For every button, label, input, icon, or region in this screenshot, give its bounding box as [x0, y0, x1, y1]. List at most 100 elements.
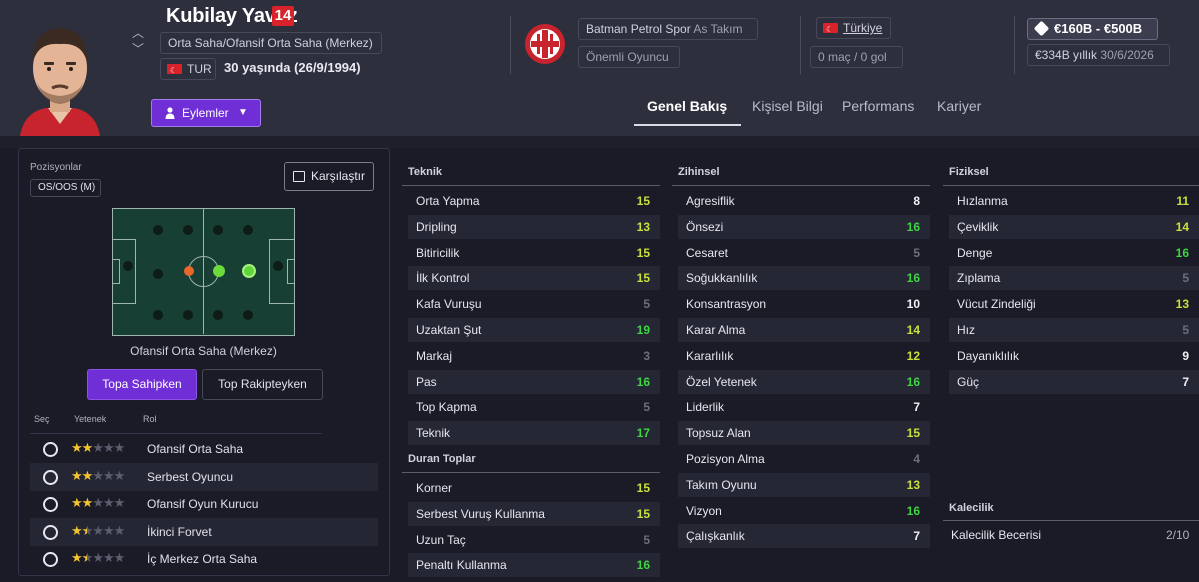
attribute-row[interactable]: Güç 7: [949, 369, 1199, 394]
club-logo[interactable]: [523, 22, 567, 66]
attribute-row[interactable]: Vizyon 16: [678, 499, 930, 523]
turkey-flag-icon: [167, 61, 182, 81]
star-icon: ★: [81, 467, 94, 483]
contract-end: 30/6/2026: [1100, 48, 1154, 62]
attribute-row[interactable]: İlk Kontrol 15: [408, 266, 660, 291]
attribute-row[interactable]: Kafa Vuruşu 5: [408, 292, 660, 316]
club-name[interactable]: Batman Petrol Spor: [586, 22, 691, 36]
transfer-value-range: €160B - €500B: [1054, 21, 1143, 36]
attribute-row[interactable]: Teknik 17: [408, 421, 660, 446]
actions-button[interactable]: Eylemler ▼: [151, 99, 261, 127]
attribute-value: 8: [913, 194, 920, 208]
role-radio[interactable]: [43, 469, 58, 485]
position-pitch: [112, 208, 295, 336]
transfer-value[interactable]: €160B - €500B: [1027, 18, 1158, 40]
attribute-row[interactable]: Vücut Zindeliği 13: [949, 292, 1199, 316]
attribute-row[interactable]: Orta Yapma 15: [408, 189, 660, 213]
role-radio[interactable]: [43, 524, 58, 540]
turkey-flag-icon: [823, 20, 838, 40]
chevron-down-icon[interactable]: ﹀: [132, 42, 145, 56]
attribute-name: Zıplama: [957, 271, 1001, 286]
attribute-name: Güç: [957, 374, 980, 389]
compare-icon: [293, 171, 305, 182]
attribute-row[interactable]: Konsantrasyon 10: [678, 292, 930, 316]
player-header: ︿ ﹀ Kubilay Yavuz 14 Orta Saha/Ofansif O…: [0, 0, 1199, 136]
attribute-row[interactable]: Top Kapma 5: [408, 395, 660, 419]
role-row[interactable]: ★★★★★ İkinci Forvet: [30, 517, 378, 546]
role-radio[interactable]: [43, 552, 58, 568]
attribute-value: 4: [913, 452, 920, 466]
attribute-row[interactable]: Pozisyon Alma 4: [678, 447, 930, 471]
attribute-value: 5: [1182, 323, 1189, 337]
chevron-up-icon[interactable]: ︿: [132, 26, 145, 40]
in-possession-toggle[interactable]: Topa Sahipken: [87, 369, 197, 400]
attribute-row[interactable]: Penaltı Kullanma 16: [408, 553, 660, 578]
role-row[interactable]: ★★★★★ Serbest Oyuncu: [30, 462, 378, 491]
attribute-row[interactable]: Dayanıklılık 9: [949, 344, 1199, 368]
star-icon: ★: [113, 522, 126, 538]
position-tag: OS/OOS (M): [30, 179, 101, 197]
attribute-row[interactable]: Bitiricilik 15: [408, 241, 660, 265]
attribute-row[interactable]: Korner 15: [408, 476, 660, 500]
role-radio[interactable]: [43, 497, 58, 513]
compare-button[interactable]: Karşılaştır: [284, 162, 374, 191]
star-icon: ★: [102, 467, 115, 483]
club-info[interactable]: Batman Petrol Spor As Takım: [578, 18, 758, 40]
role-radio[interactable]: [43, 442, 58, 457]
role-row[interactable]: ★★★★★ İç Merkez Orta Saha: [30, 545, 378, 573]
attribute-row[interactable]: Liderlik 7: [678, 395, 930, 419]
player-position: Orta Saha/Ofansif Orta Saha (Merkez): [160, 32, 382, 54]
attribute-value: 15: [636, 271, 650, 286]
attribute-name: Serbest Vuruş Kullanma: [416, 506, 545, 521]
attribute-row[interactable]: Kararlılık 12: [678, 344, 930, 368]
divider: [672, 185, 930, 186]
attribute-row[interactable]: Karar Alma 14: [678, 318, 930, 342]
tab-overview[interactable]: Genel Bakış: [647, 98, 728, 114]
attribute-row[interactable]: Uzun Taç 5: [408, 528, 660, 552]
attribute-value: 5: [1182, 271, 1189, 286]
attribute-value: 7: [913, 529, 920, 544]
national-team[interactable]: Türkiye: [816, 17, 891, 40]
tab-career[interactable]: Kariyer: [937, 98, 982, 114]
role-row[interactable]: ★★★★★ Ofansif Oyun Kurucu: [30, 490, 378, 518]
attribute-row[interactable]: Dripling 13: [408, 214, 660, 239]
attribute-row[interactable]: Zıplama 5: [949, 266, 1199, 291]
star-icon: ★: [71, 522, 83, 538]
international-apps: 0 maç / 0 gol: [810, 46, 903, 68]
out-of-possession-toggle[interactable]: Top Rakipteyken: [202, 369, 323, 400]
attribute-name: Çalışkanlık: [686, 529, 745, 544]
position-dot: [153, 310, 163, 320]
attribute-row[interactable]: Serbest Vuruş Kullanma 15: [408, 501, 660, 526]
tab-performance[interactable]: Performans: [842, 98, 915, 114]
attribute-name: Uzaktan Şut: [416, 323, 482, 337]
attribute-row[interactable]: Soğukkanlılık 16: [678, 266, 930, 291]
position-dot: [123, 261, 133, 271]
club-team: As Takım: [693, 22, 743, 36]
attribute-row[interactable]: Hız 5: [949, 318, 1199, 342]
attribute-row[interactable]: Agresiflik 8: [678, 189, 930, 213]
right-goal-area: [287, 259, 295, 284]
attribute-row[interactable]: Çeviklik 14: [949, 214, 1199, 239]
attribute-row[interactable]: Cesaret 5: [678, 241, 930, 265]
attribute-row[interactable]: Çalışkanlık 7: [678, 524, 930, 549]
star-icon: ★: [113, 495, 126, 511]
attribute-row[interactable]: Özel Yetenek 16: [678, 369, 930, 394]
attribute-row[interactable]: Hızlanma 11: [949, 189, 1199, 213]
attribute-row[interactable]: Markaj 3: [408, 344, 660, 368]
contract-info: €334B yıllık 30/6/2026: [1027, 44, 1170, 66]
attribute-row[interactable]: Önsezi 16: [678, 214, 930, 239]
star-icon: ★: [71, 550, 83, 566]
role-row[interactable]: ★★★★★ Ofansif Orta Saha: [30, 435, 378, 463]
attribute-row[interactable]: Takım Oyunu 13: [678, 472, 930, 497]
star-icon: ★: [92, 522, 104, 538]
attribute-name: Liderlik: [686, 400, 725, 415]
attribute-row[interactable]: Topsuz Alan 15: [678, 421, 930, 446]
country-name[interactable]: Türkiye: [843, 21, 883, 35]
compare-label: Karşılaştır: [311, 169, 366, 183]
attribute-row[interactable]: Uzaktan Şut 19: [408, 318, 660, 342]
tab-personal-info[interactable]: Kişisel Bilgi: [752, 98, 823, 114]
attribute-row[interactable]: Denge 16: [949, 241, 1199, 265]
attribute-name: Orta Yapma: [416, 194, 480, 208]
header-shadow: [0, 136, 1199, 148]
attribute-row[interactable]: Pas 16: [408, 369, 660, 394]
